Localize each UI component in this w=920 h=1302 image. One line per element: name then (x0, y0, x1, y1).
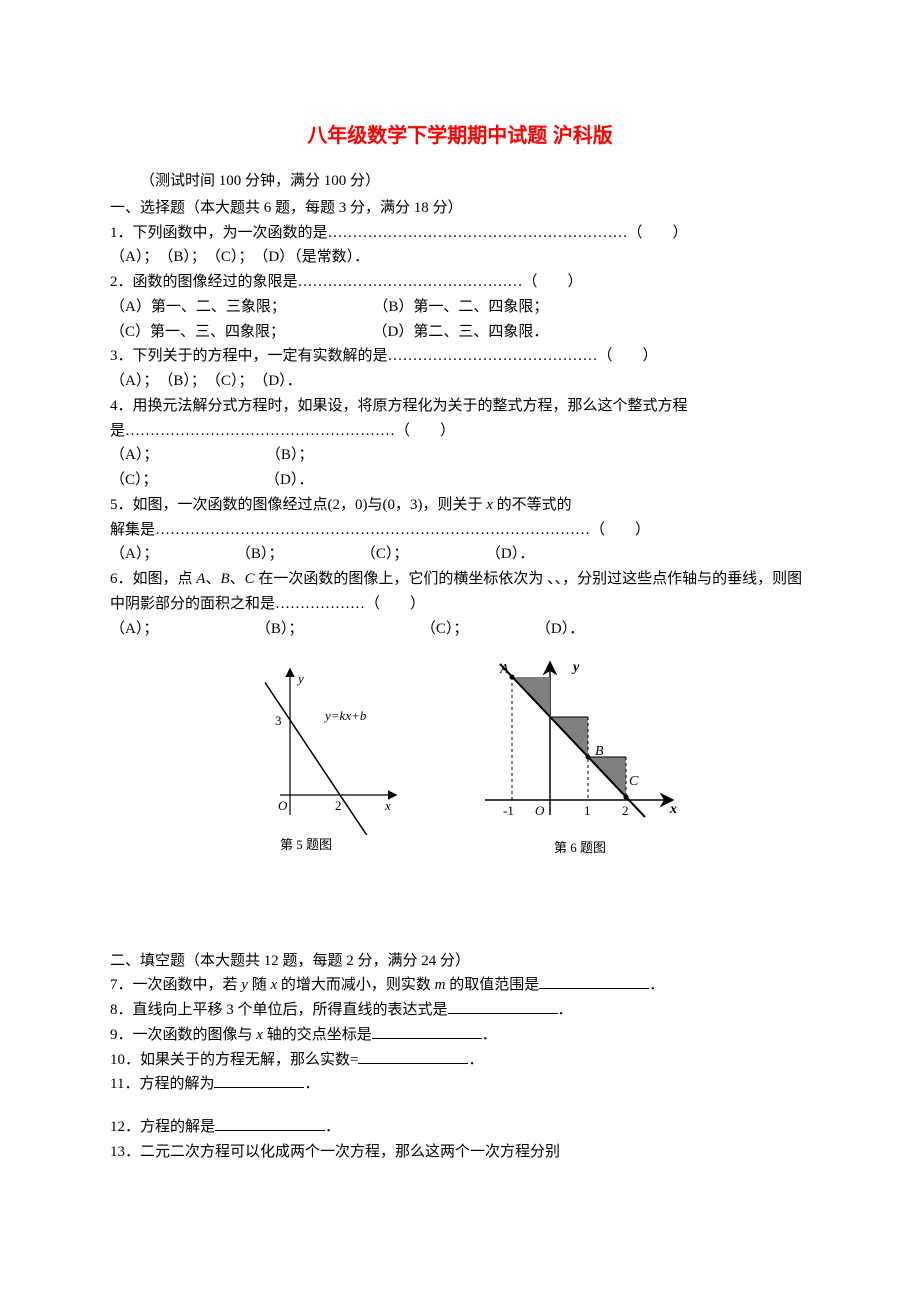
doc-title: 八年级数学下学期期中试题 沪科版 (110, 120, 810, 153)
q10: 10．如果关于的方程无解，那么实数= ． (110, 1048, 810, 1073)
q2-opts-row1: （A）第一、二、三象限； （B）第一、二、四象限； (110, 295, 810, 320)
q7-c: 的增大而减小，则实数 (277, 977, 435, 993)
fig6-ylabel: y (571, 660, 580, 675)
q10-text: 10．如果关于的方程无解，那么实数= (110, 1052, 358, 1068)
q2-opts-row2: （C）第一、三、四象限； （D）第二、三、四象限． (110, 320, 810, 345)
q2-A: （A）第一、二、三象限； (110, 299, 286, 315)
q5-A: （A）； (110, 546, 158, 562)
q5-options: （A）； （B）； （C）； （D）． (110, 542, 810, 567)
q6-C-opt: （C）； (421, 621, 469, 637)
q9-b: 轴的交点坐标是 (263, 1027, 372, 1043)
q6-b: 、 (205, 571, 220, 587)
fig6-origin: O (535, 803, 545, 818)
q6-options: （A）； （B）； （C）； （D）． (110, 617, 810, 642)
q5-text-b: 的不等式的 (493, 497, 572, 513)
q2-B: （B）第一、二、四象限； (373, 299, 548, 315)
figure-5-label: 第 5 题图 (280, 837, 360, 854)
section2-header: 二、填空题（本大题共 12 题，每题 2 分，满分 24 分） (110, 949, 810, 974)
q9-period: ． (482, 1027, 497, 1043)
q8-text: 8．直线向上平移 3 个单位后，所得直线的表达式是 (110, 1002, 448, 1018)
section2: 二、填空题（本大题共 12 题，每题 2 分，满分 24 分） 7．一次函数中，… (110, 949, 810, 1165)
q8-blank (448, 999, 558, 1014)
fig6-xtick-neg1: -1 (503, 803, 514, 818)
fig5-xtick: 2 (335, 798, 342, 813)
q11-text: 11．方程的解为 (110, 1076, 214, 1092)
q6-B: B (220, 571, 229, 587)
q7-m: m (435, 977, 446, 993)
q7-d: 的取值范围是 (445, 977, 539, 993)
q10-blank (358, 1049, 468, 1064)
q9: 9．一次函数的图像与 x 轴的交点坐标是 ． (110, 1023, 810, 1048)
fig6-B: B (595, 744, 604, 759)
figure-6-svg: A B C y x O -1 1 2 (475, 655, 685, 835)
q7-b: 随 (248, 977, 271, 993)
q2: 2．函数的图像经过的象限是………………………………………（ ） (110, 270, 810, 295)
fig5-ylabel: y (296, 671, 304, 686)
fig6-A: A (499, 662, 509, 677)
q4-D: （D）． (265, 472, 313, 488)
q5-text-a: 5．如图，一次函数的图像经过点(2，0)与(0，3)，则关于 (110, 497, 486, 513)
fig6-C: C (629, 774, 639, 789)
q6-A-opt: （A）； (110, 621, 158, 637)
fig6-xtick-1: 1 (584, 803, 591, 818)
q9-blank (372, 1024, 482, 1039)
fig6-xtick-2: 2 (622, 803, 629, 818)
q1: 1．下列函数中，为一次函数的是……………………………………………………（ ） (110, 221, 810, 246)
q9-a: 9．一次函数的图像与 (110, 1027, 256, 1043)
fig5-ytick: 3 (275, 713, 282, 728)
q5-B: （B）； (236, 546, 284, 562)
q4-opts-row1: （A）； （B）； (110, 443, 810, 468)
figures-row: 2 3 O y x y=kx+b 第 5 题图 (110, 655, 810, 858)
q7-y: y (241, 977, 248, 993)
q2-D: （D）第二、三、四象限． (373, 324, 549, 340)
q12-text: 12．方程的解是 (110, 1119, 215, 1135)
q1-options: （A）； （B）； （C）； （D）（是常数）． (110, 245, 810, 270)
q13: 13．二元二次方程可以化成两个一次方程，那么这两个一次方程分别 (110, 1140, 810, 1165)
q10-period: ． (468, 1052, 483, 1068)
q3-options: （A）； （B）； （C）； （D）． (110, 369, 810, 394)
fig5-xlabel: x (384, 798, 391, 813)
q5-C: （C）； (361, 546, 409, 562)
q3: 3．下列关于的方程中，一定有实数解的是……………………………………（ ） (110, 344, 810, 369)
figure-6-label: 第 6 题图 (554, 837, 606, 858)
q12-period: ． (325, 1119, 340, 1135)
q4-A: （A）； (110, 447, 158, 463)
q9-x: x (256, 1027, 263, 1043)
q12-blank (215, 1116, 325, 1131)
q5b: 解集是……………………………………………………………………………（ ） (110, 518, 810, 543)
figure-6-box: A B C y x O -1 1 2 第 6 题图 (475, 655, 685, 858)
q6-C: C (245, 571, 255, 587)
fig5-line-label: y=kx+b (323, 708, 367, 723)
q5-D: （D）． (486, 546, 534, 562)
q7-a: 7．一次函数中，若 (110, 977, 241, 993)
q8: 8．直线向上平移 3 个单位后，所得直线的表达式是 ． (110, 998, 810, 1023)
q2-C: （C）第一、三、四象限； (110, 324, 285, 340)
figure-5-svg: 2 3 O y x y=kx+b (235, 655, 405, 835)
fig5-origin: O (278, 798, 288, 813)
q6: 6．如图，点 A、B、C 在一次函数的图像上，它们的横坐标依次为 、、，分别过这… (110, 567, 810, 617)
test-meta: （测试时间 100 分钟，满分 100 分） (110, 169, 810, 194)
q5-x: x (486, 497, 493, 513)
q7: 7．一次函数中，若 y 随 x 的增大而减小，则实数 m 的取值范围是． (110, 973, 810, 998)
fig6-xlabel: x (669, 802, 677, 817)
figure-5-box: 2 3 O y x y=kx+b 第 5 题图 (235, 655, 405, 858)
section1-header: 一、选择题（本大题共 6 题，每题 3 分，满分 18 分） (110, 196, 810, 221)
q7-period: ． (649, 977, 664, 993)
q4: 4．用换元法解分式方程时，如果设，将原方程化为关于的整式方程，那么这个整式方程是… (110, 394, 810, 444)
q6-D-opt: （D）． (536, 621, 584, 637)
q6-a: 6．如图，点 (110, 571, 196, 587)
q5: 5．如图，一次函数的图像经过点(2，0)与(0，3)，则关于 x 的不等式的 (110, 493, 810, 518)
q12: 12．方程的解是 ． (110, 1115, 810, 1140)
q7-blank (539, 974, 649, 989)
q4-C: （C）； (110, 472, 158, 488)
q4-B: （B）； (266, 447, 314, 463)
q6-c: 、 (230, 571, 245, 587)
q11-period: ． (304, 1076, 319, 1092)
q11-blank (214, 1073, 304, 1088)
q4-opts-row2: （C）； （D）． (110, 468, 810, 493)
q6-B-opt: （B）； (256, 621, 304, 637)
q11: 11．方程的解为 ． (110, 1072, 810, 1097)
q8-period: ． (558, 1002, 573, 1018)
